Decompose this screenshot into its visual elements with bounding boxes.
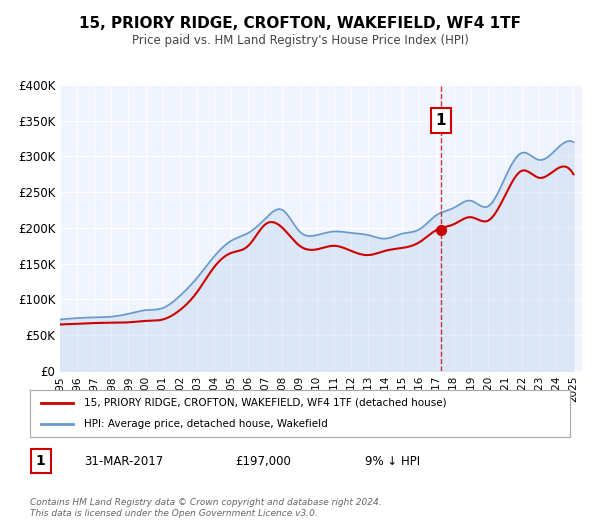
Text: This data is licensed under the Open Government Licence v3.0.: This data is licensed under the Open Gov…	[30, 509, 318, 518]
Text: 15, PRIORY RIDGE, CROFTON, WAKEFIELD, WF4 1TF: 15, PRIORY RIDGE, CROFTON, WAKEFIELD, WF…	[79, 16, 521, 31]
Text: 31-MAR-2017: 31-MAR-2017	[84, 455, 163, 467]
Text: Price paid vs. HM Land Registry's House Price Index (HPI): Price paid vs. HM Land Registry's House …	[131, 34, 469, 48]
Text: Contains HM Land Registry data © Crown copyright and database right 2024.: Contains HM Land Registry data © Crown c…	[30, 498, 382, 507]
Text: 15, PRIORY RIDGE, CROFTON, WAKEFIELD, WF4 1TF (detached house): 15, PRIORY RIDGE, CROFTON, WAKEFIELD, WF…	[84, 398, 446, 408]
Text: HPI: Average price, detached house, Wakefield: HPI: Average price, detached house, Wake…	[84, 419, 328, 429]
Text: 1: 1	[36, 454, 46, 468]
Text: 1: 1	[436, 113, 446, 128]
Text: 9% ↓ HPI: 9% ↓ HPI	[365, 455, 420, 467]
Text: £197,000: £197,000	[235, 455, 291, 467]
